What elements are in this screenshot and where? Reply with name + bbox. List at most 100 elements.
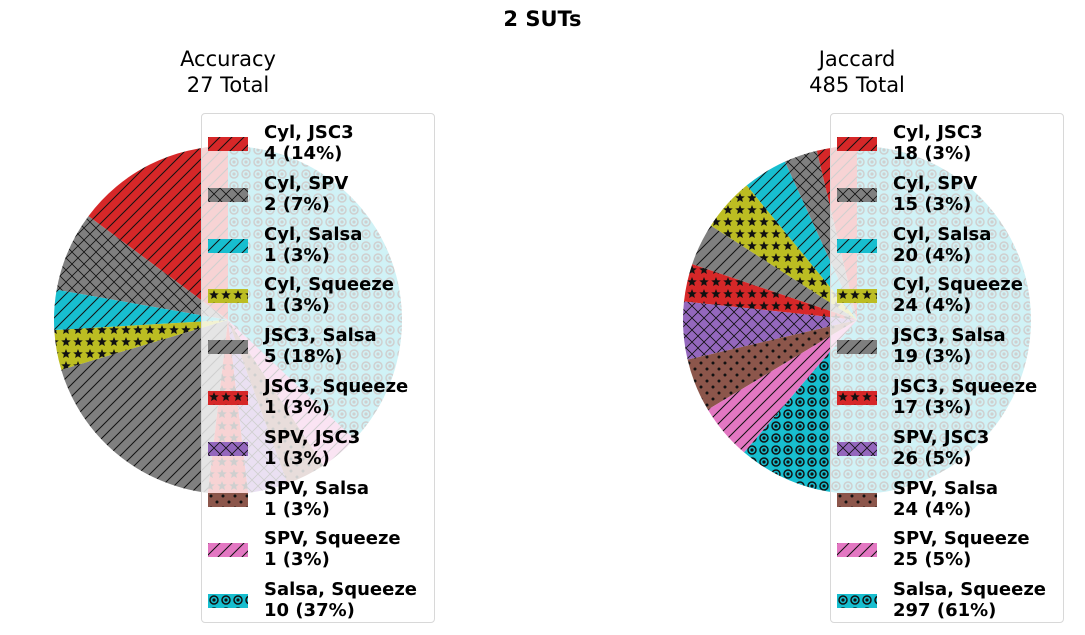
- pie-slice-spv-salsa: [687, 320, 857, 410]
- pie-slice-jsc3-squeeze: [683, 264, 857, 320]
- legend-swatch: [208, 238, 248, 253]
- pie-panel-accuracy: Accuracy 27 Total Cyl, JSC3 4 (14%) Cyl, S…: [0, 0, 542, 635]
- pie-panel-jaccard: Jaccard 485 Total Cyl, JSC3 18 (3%) Cyl, S…: [542, 0, 1084, 635]
- pie-title-total: 27 Total: [186, 73, 270, 97]
- legend-item: Cyl, Salsa 20 (4%): [831, 220, 1065, 266]
- pie-slice-cyl-jsc3: [88, 146, 229, 320]
- legend-category: Cyl, SPV: [264, 172, 349, 194]
- legend-item: SPV, Squeeze 25 (5%): [831, 524, 1065, 570]
- legend-value: 20 (4%): [893, 244, 972, 266]
- pie-slice-cyl-salsa: [746, 161, 857, 320]
- legend-category: Salsa, Squeeze: [264, 579, 418, 601]
- legend-category: JSC3, Squeeze: [264, 376, 409, 397]
- legend-category: Cyl, JSC3: [893, 122, 983, 143]
- legend-value: 19 (3%): [893, 346, 972, 368]
- legend-value: 1 (3%): [264, 549, 330, 571]
- legend-value: 10 (37%): [264, 600, 355, 622]
- legend-label: Cyl, JSC3 18 (3%): [893, 122, 983, 164]
- legend-jaccard: Cyl, JSC3 18 (3%) Cyl, SPV 15 (3%) Cyl, Sals…: [830, 113, 1064, 623]
- legend-item: JSC3, Squeeze 1 (3%): [202, 372, 436, 418]
- legend-swatch: [837, 441, 877, 456]
- legend-swatch: [208, 441, 248, 456]
- legend-label: SPV, Salsa 1 (3%): [264, 478, 369, 520]
- pie-slice-jsc3-salsa: [61, 320, 229, 493]
- legend-value: 1 (3%): [264, 397, 330, 418]
- legend-swatch: [208, 594, 248, 609]
- pie-title-total: 485 Total: [809, 73, 905, 97]
- legend-item: Cyl, SPV 2 (7%): [202, 169, 436, 215]
- legend-value: 1 (3%): [264, 498, 330, 520]
- legend-swatch: [837, 492, 877, 507]
- legend-category: Cyl, SPV: [893, 172, 978, 194]
- legend-label: Salsa, Squeeze 297 (61%): [893, 579, 1046, 621]
- legend-value: 1 (3%): [264, 295, 330, 317]
- legend-label: Cyl, Squeeze 1 (3%): [264, 274, 394, 316]
- pie-title-main: Jaccard: [818, 47, 896, 71]
- legend-swatch: [837, 238, 877, 253]
- legend-item: Cyl, JSC3 18 (3%): [831, 118, 1065, 164]
- legend-value: 1 (3%): [264, 244, 330, 266]
- legend-item: Cyl, Squeeze 1 (3%): [202, 270, 436, 316]
- pie-title: Jaccard 485 Total: [707, 46, 1007, 98]
- legend-value: 26 (5%): [893, 447, 972, 469]
- pie-slice-jsc3-salsa: [692, 225, 857, 320]
- legend-swatch: [837, 289, 877, 304]
- pie-slice-spv-jsc3: [682, 301, 857, 360]
- legend-label: Cyl, Salsa 20 (4%): [893, 224, 991, 266]
- legend-swatch: [208, 340, 248, 355]
- legend-value: 25 (5%): [893, 549, 972, 571]
- legend-value: 4 (14%): [264, 143, 343, 164]
- legend-value: 24 (4%): [893, 295, 972, 317]
- pie-title: Accuracy 27 Total: [78, 46, 378, 98]
- legend-swatch: [837, 543, 877, 558]
- legend-swatch: [208, 492, 248, 507]
- legend-swatch: [837, 137, 877, 151]
- legend-label: JSC3, Squeeze 1 (3%): [264, 376, 408, 418]
- legend-item: Cyl, SPV 15 (3%): [831, 169, 1065, 215]
- legend-label: Cyl, SPV 2 (7%): [264, 173, 348, 215]
- legend-value: 24 (4%): [893, 498, 972, 520]
- pie-slice-spv-squeeze: [707, 320, 857, 453]
- legend-swatch: [837, 187, 877, 202]
- legend-category: JSC3, Squeeze: [893, 376, 1038, 397]
- legend-category: SPV, JSC3: [893, 426, 990, 448]
- legend-category: JSC3, Salsa: [264, 325, 377, 347]
- legend-item: Cyl, JSC3 4 (14%): [202, 118, 436, 164]
- pie-slice-cyl-salsa: [53, 289, 228, 331]
- legend-label: JSC3, Salsa 19 (3%): [893, 325, 1006, 367]
- legend-swatch: [837, 594, 877, 609]
- legend-swatch: [208, 391, 248, 405]
- legend-category: Cyl, Salsa: [264, 223, 363, 245]
- pie-title-main: Accuracy: [180, 47, 276, 71]
- legend-label: SPV, Squeeze 25 (5%): [893, 528, 1030, 570]
- legend-label: SPV, JSC3 1 (3%): [264, 427, 360, 469]
- legend-label: JSC3, Squeeze 17 (3%): [893, 376, 1037, 418]
- legend-value: 1 (3%): [264, 447, 330, 469]
- legend-category: SPV, Squeeze: [893, 528, 1030, 550]
- legend-category: Cyl, Salsa: [893, 223, 992, 245]
- pie-slice-cyl-squeeze: [54, 320, 228, 370]
- legend-swatch: [208, 289, 248, 304]
- legend-category: SPV, Salsa: [893, 477, 999, 499]
- legend-category: Cyl, JSC3: [264, 122, 354, 143]
- legend-swatch: [837, 391, 877, 405]
- legend-label: SPV, Salsa 24 (4%): [893, 478, 998, 520]
- legend-label: Cyl, SPV 15 (3%): [893, 173, 977, 215]
- legend-item: JSC3, Salsa 5 (18%): [202, 321, 436, 367]
- legend-category: Cyl, Squeeze: [264, 274, 394, 296]
- legend-category: Salsa, Squeeze: [893, 579, 1047, 601]
- legend-item: JSC3, Salsa 19 (3%): [831, 321, 1065, 367]
- legend-category: SPV, Squeeze: [264, 528, 401, 550]
- legend-category: SPV, JSC3: [264, 426, 361, 448]
- legend-item: JSC3, Squeeze 17 (3%): [831, 372, 1065, 418]
- legend-category: SPV, Salsa: [264, 477, 370, 499]
- legend-value: 5 (18%): [264, 346, 343, 368]
- legend-swatch: [837, 340, 877, 355]
- pie-slice-cyl-squeeze: [710, 185, 857, 320]
- legend-item: Cyl, Squeeze 24 (4%): [831, 270, 1065, 316]
- legend-label: Cyl, JSC3 4 (14%): [264, 122, 354, 164]
- legend-item: Salsa, Squeeze 10 (37%): [202, 575, 436, 621]
- legend-category: JSC3, Salsa: [893, 325, 1006, 347]
- legend-label: SPV, JSC3 26 (5%): [893, 427, 989, 469]
- legend-value: 18 (3%): [893, 143, 972, 164]
